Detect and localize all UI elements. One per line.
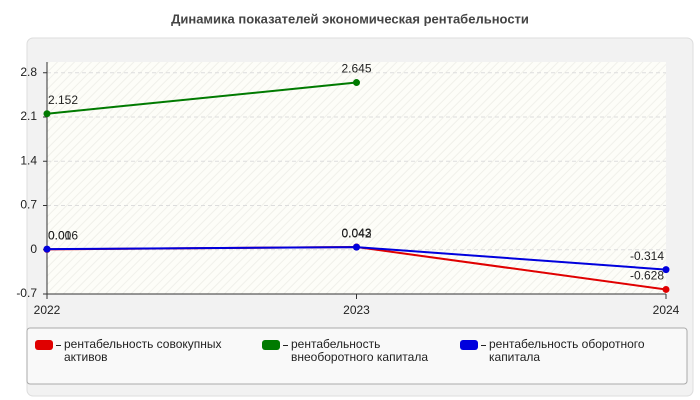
data-label: -0.314 [630,249,664,263]
y-tick-label: -0.7 [16,286,37,300]
data-label: -0.628 [630,269,664,283]
legend-swatch [262,340,280,350]
data-point [353,243,360,251]
legend-dash [56,345,61,346]
legend-label: рентабельность оборотного капитала [489,337,645,364]
legend-swatch [460,340,478,350]
y-tick-label: 0 [30,242,37,256]
data-label: 0.043 [341,226,371,240]
data-point [662,266,670,274]
series-line [46,81,357,115]
data-point [43,110,51,118]
y-tick-label: 2.8 [20,65,37,79]
chart-title: Динамика показателей экономическая рента… [171,11,529,26]
legend-item: рентабельность внеоборотного капитала [262,338,447,364]
legend-item: рентабельность совокупных активов [35,338,235,364]
y-tick-label: 0.7 [20,198,37,212]
data-point [43,245,51,253]
data-point [662,285,670,293]
x-tick-label: 2024 [653,303,680,317]
legend-swatch [35,340,53,350]
legend-box [26,327,688,385]
x-tick-label: 2023 [343,303,370,317]
data-point [353,79,360,87]
data-label: 2.645 [341,62,371,76]
legend-label: рентабельность внеоборотного капитала [291,337,428,364]
legend-dash [481,345,486,346]
plot-area [47,62,666,294]
y-tick-label: 1.4 [20,153,37,167]
legend-label: рентабельность совокупных активов [64,337,222,364]
legend-dash [283,345,288,346]
y-tick-label: 2.1 [20,109,37,123]
data-label: 0.006 [48,229,78,243]
data-label: 2.152 [48,93,78,107]
x-tick-label: 2022 [34,303,61,317]
legend-item: рентабельность оборотного капитала [460,338,675,364]
data-label: 0.042 [341,226,371,240]
data-label: 0.01 [48,228,72,242]
